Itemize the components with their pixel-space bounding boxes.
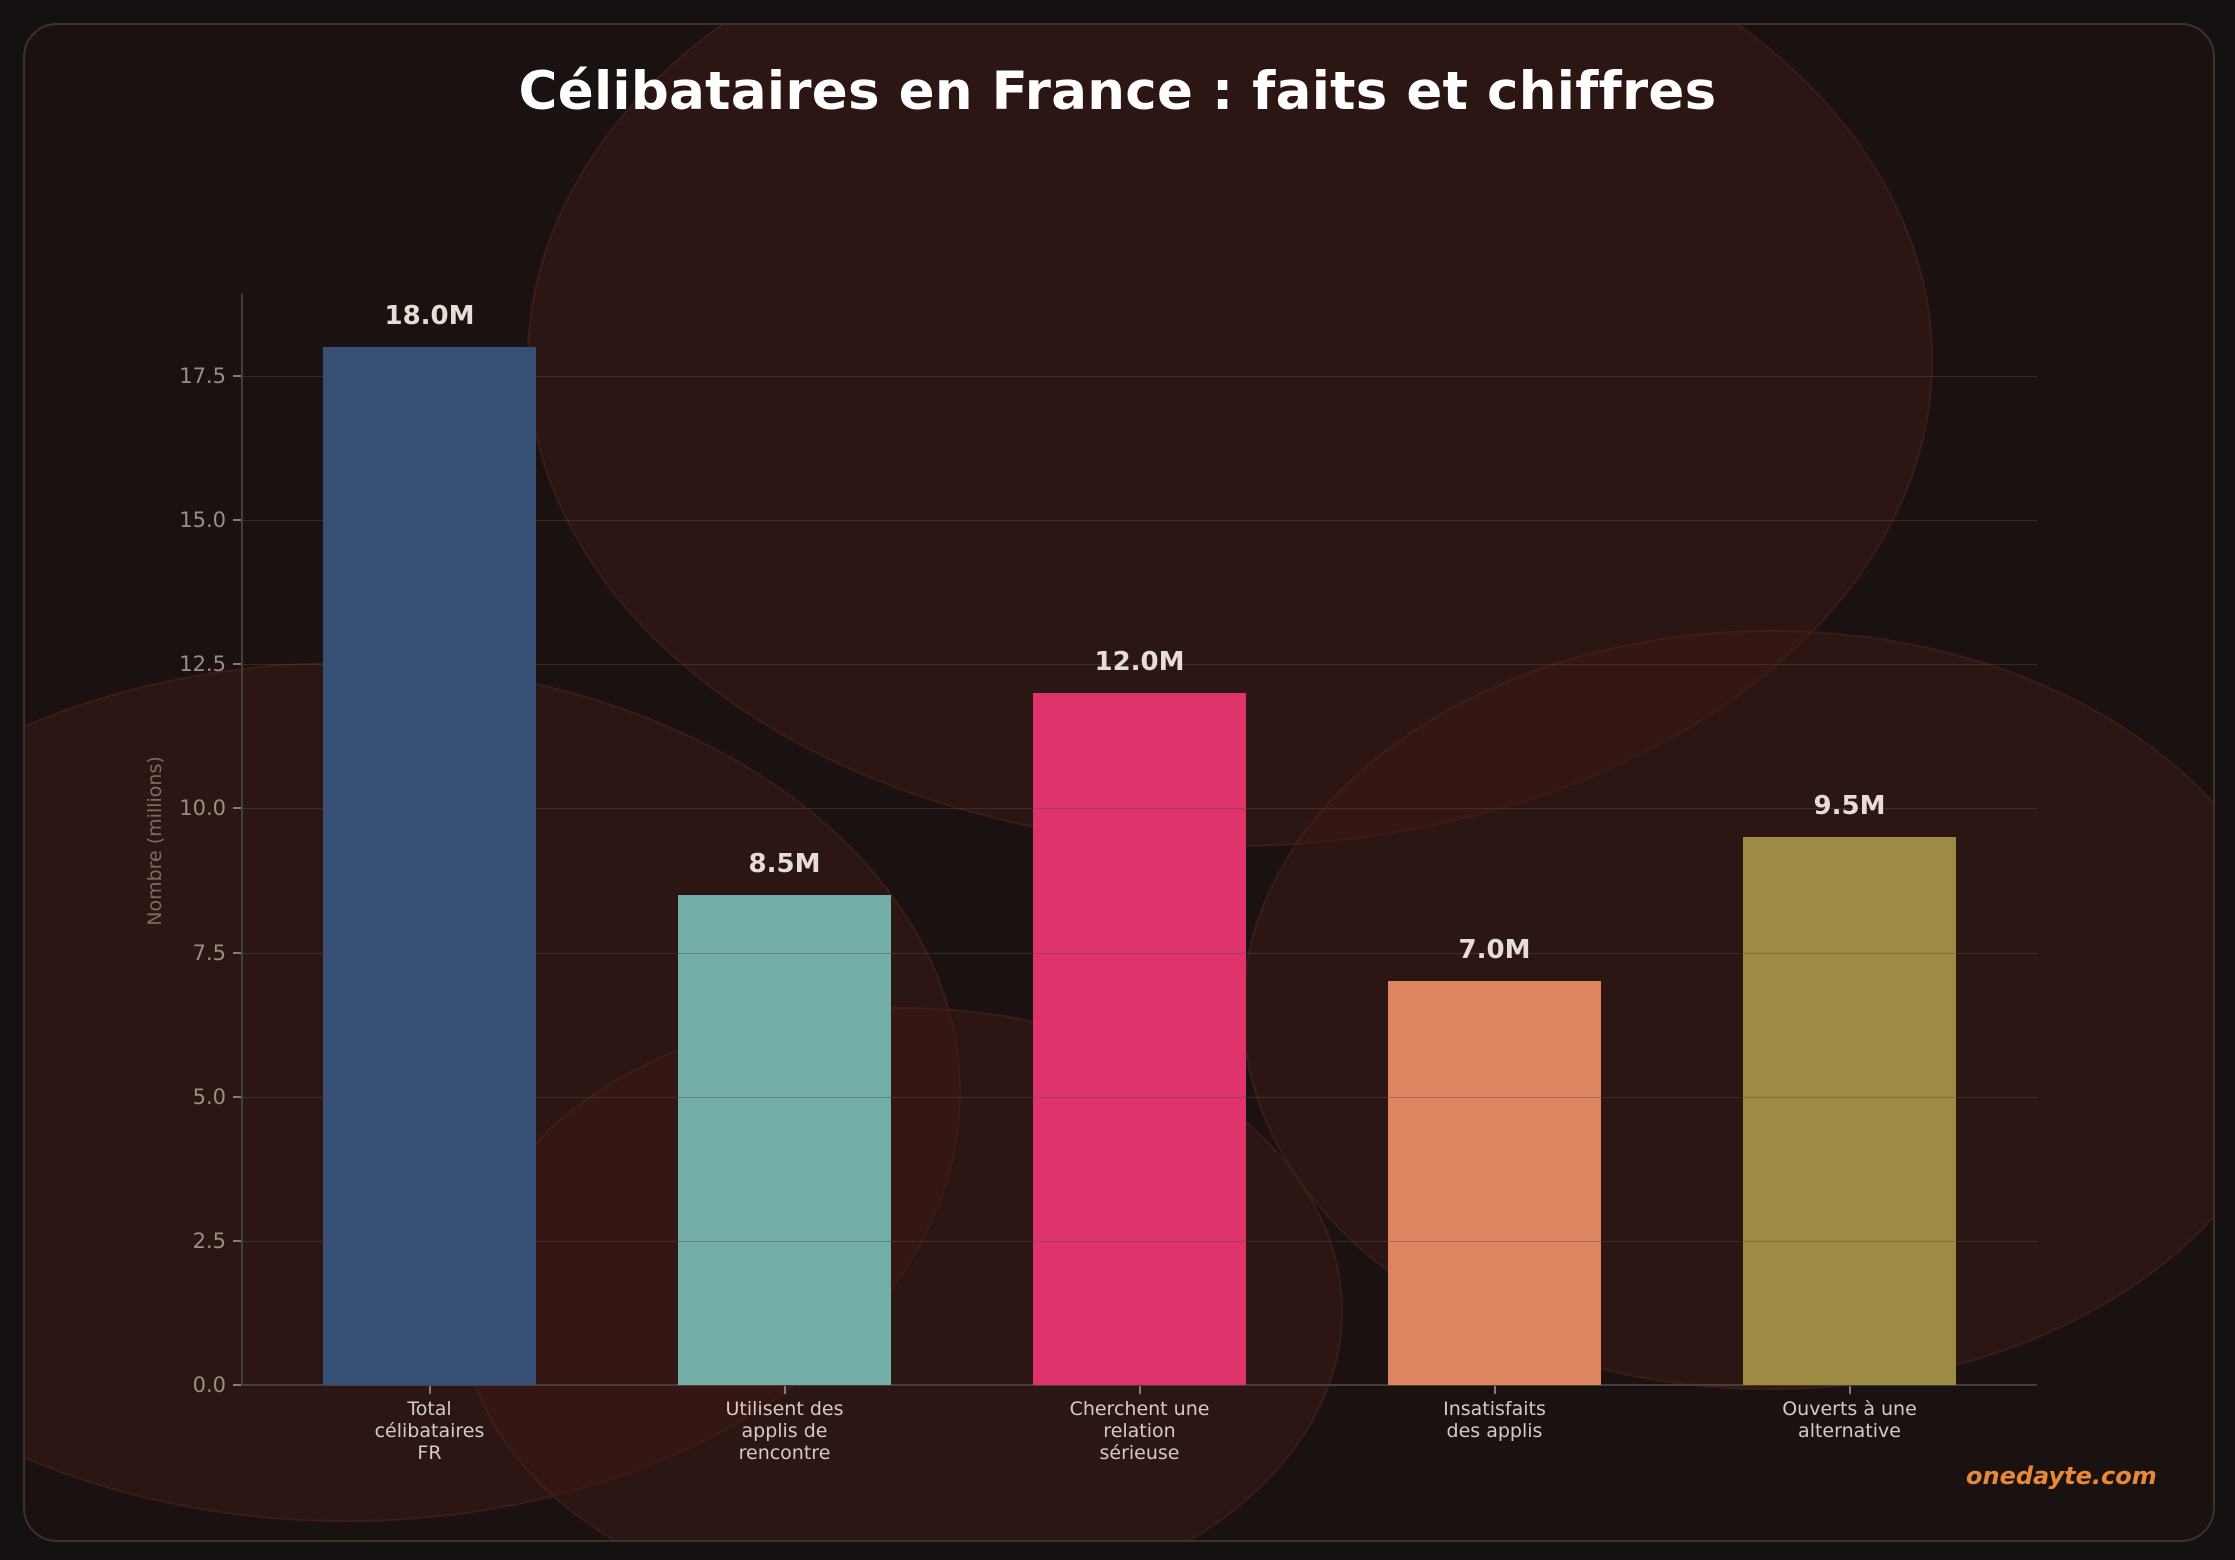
watermark-link[interactable]: onedayte.com	[1966, 1462, 2157, 1490]
bar[interactable]	[678, 895, 891, 1385]
x-axis	[241, 1384, 2037, 1386]
y-tick-mark	[233, 952, 241, 954]
chart-title: Célibataires en France : faits et chiffr…	[518, 61, 1717, 122]
x-tick-label-line: Ouverts à une	[1782, 1398, 1917, 1420]
gridline	[243, 953, 2037, 954]
y-tick-mark	[233, 375, 241, 377]
x-tick-mark	[1493, 1386, 1496, 1394]
y-axis	[241, 294, 243, 1386]
x-tick-label-line: relation	[1103, 1420, 1176, 1442]
x-tick-mark	[1848, 1386, 1851, 1394]
y-tick-label: 10.0	[179, 796, 226, 820]
x-tick-label-line: alternative	[1798, 1420, 1901, 1442]
y-tick-label: 7.5	[192, 941, 226, 965]
x-tick-mark	[428, 1386, 431, 1394]
bar[interactable]	[323, 347, 536, 1385]
x-tick-label: Utilisent des applis de rencontre	[655, 1398, 915, 1464]
gridline	[243, 1241, 2037, 1242]
y-tick-label: 17.5	[179, 364, 226, 388]
y-tick-mark	[233, 1096, 241, 1098]
x-tick-mark	[783, 1386, 786, 1394]
y-tick-label: 5.0	[192, 1085, 226, 1109]
y-tick-mark	[233, 1384, 241, 1386]
bar[interactable]	[1033, 693, 1246, 1385]
y-tick-mark	[233, 519, 241, 521]
bar-value-label: 18.0M	[384, 301, 475, 331]
gridline	[243, 376, 2037, 377]
x-tick-label-line: des applis	[1446, 1420, 1543, 1442]
gridline	[243, 808, 2037, 809]
x-tick-label-line: célibataires	[374, 1420, 485, 1442]
x-tick-label-line: applis de	[741, 1420, 828, 1442]
x-tick-label: Total célibataires FR	[300, 1398, 560, 1464]
bar[interactable]	[1388, 981, 1601, 1385]
x-tick-label: Cherchent une relation sérieuse	[1010, 1398, 1270, 1464]
x-tick-label: Ouverts à une alternative	[1720, 1398, 1980, 1442]
bar-value-label: 8.5M	[748, 849, 821, 879]
x-tick-label-line: Utilisent des	[725, 1398, 844, 1420]
x-tick-label-line: Cherchent une	[1069, 1398, 1210, 1420]
gridline	[243, 520, 2037, 521]
bar-value-label: 9.5M	[1813, 791, 1886, 821]
gridline	[243, 1097, 2037, 1098]
y-axis-label: Nombre (millions)	[144, 756, 166, 926]
bar[interactable]	[1743, 837, 1956, 1385]
y-tick-label: 15.0	[179, 508, 226, 532]
x-tick-label-line: Insatisfaits	[1443, 1398, 1546, 1420]
bar-value-label: 7.0M	[1458, 935, 1531, 965]
y-tick-mark	[233, 663, 241, 665]
bar-value-label: 12.0M	[1094, 647, 1185, 677]
x-tick-label-line: FR	[417, 1442, 442, 1464]
x-tick-label-line: Total	[407, 1398, 452, 1420]
y-tick-mark	[233, 807, 241, 809]
y-tick-mark	[233, 1240, 241, 1242]
x-tick-mark	[1138, 1386, 1141, 1394]
x-tick-label-line: sérieuse	[1099, 1442, 1180, 1464]
y-tick-label: 2.5	[192, 1229, 226, 1253]
gridline	[243, 664, 2037, 665]
x-tick-label-line: rencontre	[738, 1442, 831, 1464]
y-tick-label: 12.5	[179, 652, 226, 676]
y-tick-label: 0.0	[192, 1373, 226, 1397]
x-tick-label: Insatisfaits des applis	[1365, 1398, 1625, 1442]
